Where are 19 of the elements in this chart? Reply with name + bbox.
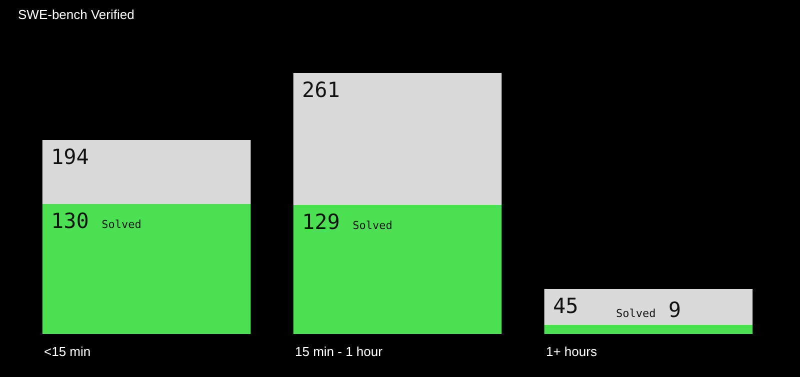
text: Solved xyxy=(352,219,392,232)
x-tick-label: 15 min - 1 hour xyxy=(295,344,384,359)
chart-title: SWE-bench Verified xyxy=(18,7,134,22)
text: Solved xyxy=(102,218,142,231)
bar xyxy=(293,73,502,206)
series-label: Solved xyxy=(616,307,656,320)
bar xyxy=(293,205,502,334)
bar xyxy=(544,325,753,334)
data-label: 129 xyxy=(302,210,340,234)
total-label: 45 xyxy=(553,294,578,318)
x-tick-label: 1+ hours xyxy=(546,344,598,359)
total-label: 261 xyxy=(302,78,340,102)
x-tick-label: <15 min xyxy=(44,344,91,359)
data-label: 9 xyxy=(668,298,682,322)
total-label: 194 xyxy=(51,145,89,169)
bar xyxy=(42,140,251,204)
bar xyxy=(544,289,753,325)
data-label: 130 xyxy=(51,209,89,233)
bar xyxy=(42,204,251,334)
